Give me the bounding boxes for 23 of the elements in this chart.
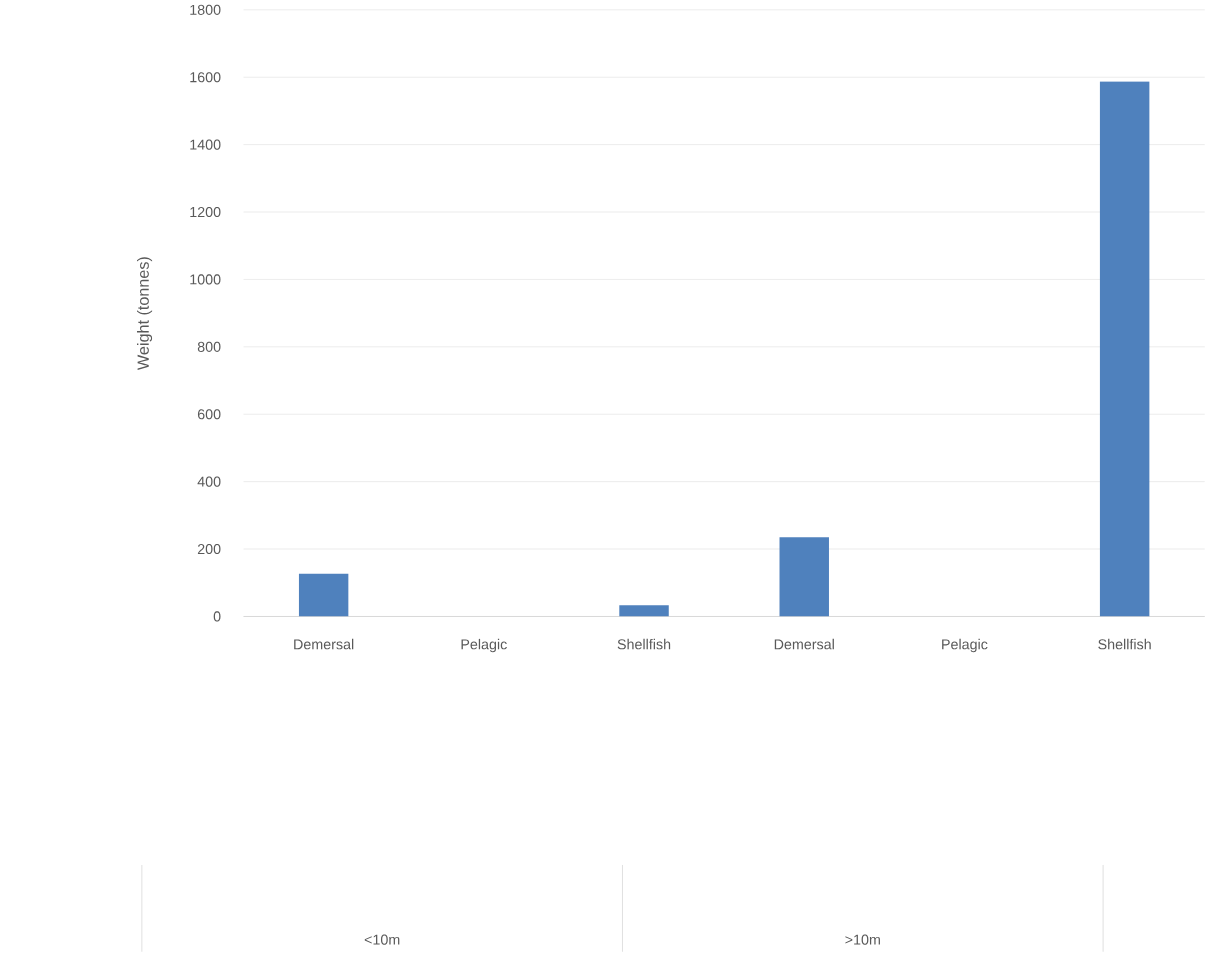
x-tick-label: Shellfish bbox=[617, 638, 671, 650]
bar bbox=[298, 573, 349, 617]
y-tick-label: 0 bbox=[213, 611, 221, 622]
bar bbox=[779, 537, 829, 617]
y-tick-label: 1600 bbox=[190, 72, 221, 83]
text: >10m bbox=[845, 934, 880, 945]
x-tick-label: Pelagic bbox=[942, 638, 988, 653]
x-tick-label: Pelagic bbox=[461, 638, 507, 653]
x-tick-label: Demersal bbox=[294, 638, 354, 650]
y-tick-label: 1800 bbox=[190, 4, 221, 15]
y-tick-label: 600 bbox=[197, 409, 221, 420]
y-tick-label: 1400 bbox=[190, 139, 221, 150]
text: <10m bbox=[364, 934, 400, 945]
bar bbox=[1099, 81, 1150, 617]
y-tick-label: 1000 bbox=[190, 274, 221, 285]
x-tick-label: Demersal bbox=[774, 638, 834, 650]
y-tick-label: 800 bbox=[197, 341, 221, 352]
x-tick-label: Shellfish bbox=[1098, 638, 1151, 650]
y-tick-label: 1200 bbox=[190, 206, 221, 218]
y-tick-label: 400 bbox=[197, 476, 221, 487]
bar bbox=[619, 605, 669, 617]
y-axis-title: Weight (tonnes) bbox=[137, 257, 153, 370]
y-tick-label: 200 bbox=[197, 543, 221, 555]
